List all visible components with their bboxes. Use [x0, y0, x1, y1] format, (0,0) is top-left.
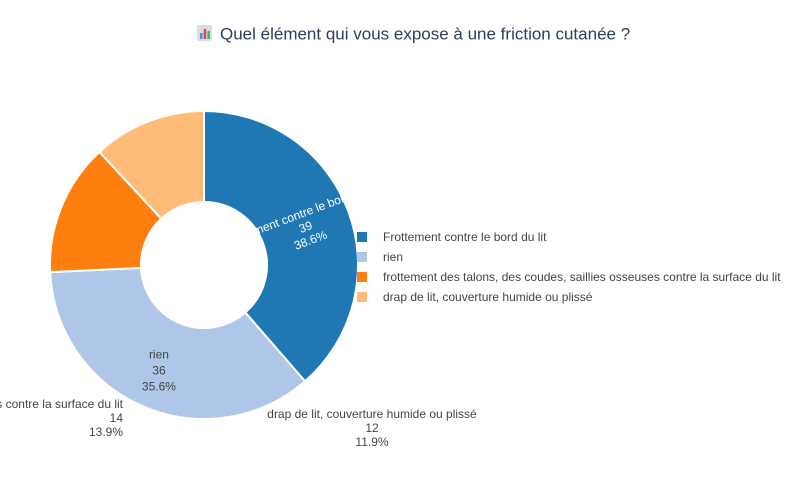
legend-swatch[interactable] [357, 272, 367, 282]
slice-label-line: rien [149, 347, 169, 361]
bar-chart-icon [197, 25, 212, 41]
chart-title-text: Quel élément qui vous expose à une frict… [220, 25, 630, 44]
legend-swatch[interactable] [357, 232, 367, 242]
slice-label-line: 36 [152, 363, 166, 377]
chart-title: Quel élément qui vous expose à une frict… [197, 25, 630, 44]
legend-item-label[interactable]: frottement des talons, des coudes, saill… [383, 270, 781, 284]
slice-label-line: drap de lit, couverture humide ou plissé [267, 407, 477, 421]
legend-swatch[interactable] [357, 292, 367, 302]
slice-label: frottement des talons, des coudes, saill… [0, 397, 124, 439]
slice-label: rien 36 35.6% [142, 347, 176, 393]
pie-slices [49, 109, 359, 420]
pie-slice[interactable] [98, 109, 205, 221]
slice-label-line: 35.6% [142, 379, 176, 393]
slice-label-line: 11.9% [355, 435, 388, 449]
legend-item-label[interactable]: rien [383, 250, 403, 264]
slice-label-line: 39 [297, 218, 315, 236]
pie-slice[interactable] [49, 266, 307, 420]
slice-label-line: 12 [365, 421, 379, 435]
legend-item-label[interactable]: Frottement contre le bord du lit [383, 230, 547, 244]
slice-label-line: 14 [110, 411, 124, 425]
slice-label-line: 13.9% [89, 425, 123, 439]
slice-label-line: frottement des talons, des coudes, saill… [0, 397, 124, 411]
pie-slice[interactable] [203, 109, 359, 383]
slice-label: drap de lit, couverture humide ou plissé… [267, 407, 477, 449]
legend-item-label[interactable]: drap de lit, couverture humide ou plissé [383, 290, 593, 304]
legend: Frottement contre le bord du lit rien frot… [357, 230, 781, 304]
legend-swatch[interactable] [357, 252, 367, 262]
